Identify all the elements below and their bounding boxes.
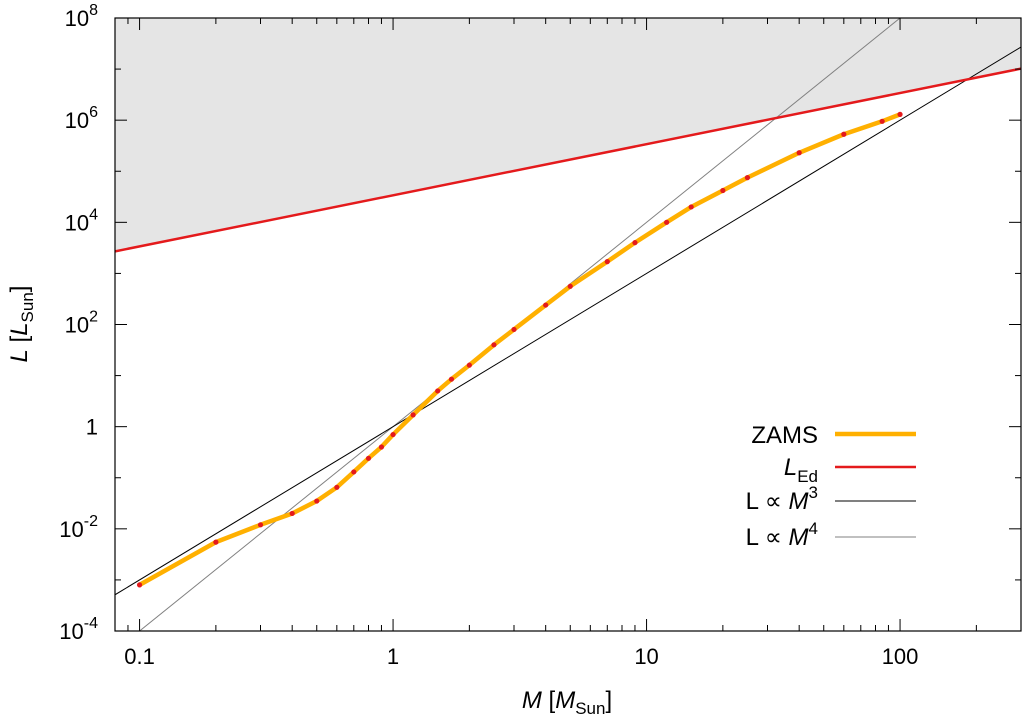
y-tick-label: 10-2 xyxy=(59,513,98,542)
y-tick-label: 1 xyxy=(86,415,98,440)
y-tick-label: 108 xyxy=(65,2,98,31)
zams-point xyxy=(511,326,517,333)
zams-point xyxy=(879,118,885,124)
zams-point xyxy=(314,498,320,504)
zams-markers xyxy=(136,111,903,588)
zams-point xyxy=(744,175,751,181)
zams-point xyxy=(378,444,385,450)
y-axis-title: L [LSun] xyxy=(6,286,37,363)
legend-entry-m3: L ∝ M3 xyxy=(746,483,916,515)
zams-point xyxy=(897,111,903,117)
y-tick-label: 10-4 xyxy=(59,615,98,644)
zams-point xyxy=(466,362,472,368)
x-tick-label: 1 xyxy=(387,644,399,669)
zams-point xyxy=(841,131,847,137)
zams-point xyxy=(365,455,372,461)
zams-point xyxy=(567,283,573,289)
zams-point xyxy=(410,412,416,418)
legend-entry-eddington: LEd xyxy=(784,454,916,486)
zams-point xyxy=(334,484,340,490)
zams-point xyxy=(664,219,670,225)
zams-point xyxy=(390,431,396,438)
y-tick-labels: 10-4 10-2 1 102 104 106 108 xyxy=(59,2,98,644)
x-tick-labels: 0.1 1 10 100 xyxy=(124,644,918,669)
zams-point xyxy=(257,522,264,528)
legend-label-eddington: LEd xyxy=(784,454,818,486)
y-tick-label: 106 xyxy=(65,104,98,133)
zams-point xyxy=(604,259,610,265)
zams-point xyxy=(213,539,219,545)
zams-point xyxy=(448,376,455,382)
x-axis-title: M [MSun] xyxy=(522,687,612,718)
zams-point xyxy=(351,469,357,475)
series-line-eddington xyxy=(115,67,1021,253)
x-tick-label: 100 xyxy=(882,644,919,669)
zams-point xyxy=(796,150,802,156)
plot-area xyxy=(115,18,1021,631)
x-tick-label: 0.1 xyxy=(124,644,155,669)
zams-point xyxy=(632,240,638,246)
series-line-zams xyxy=(137,112,903,588)
zams-point xyxy=(435,388,441,394)
zams-point xyxy=(136,582,143,588)
axis-ticks xyxy=(114,17,1022,632)
legend-label-m4: L ∝ M4 xyxy=(746,519,818,551)
zams-point xyxy=(491,342,497,348)
zams-point xyxy=(289,510,295,517)
legend-label-m3: L ∝ M3 xyxy=(746,483,818,515)
x-tick-label: 10 xyxy=(634,644,658,669)
super-eddington-shaded-region xyxy=(115,18,1021,252)
legend-entry-zams: ZAMS xyxy=(751,422,916,449)
zams-point xyxy=(688,204,694,210)
zams-point xyxy=(720,187,726,194)
legend: ZAMS LEd L ∝ M3 L ∝ M4 xyxy=(746,422,916,551)
y-tick-label: 102 xyxy=(65,309,98,338)
legend-entry-m4: L ∝ M4 xyxy=(746,519,916,551)
y-tick-label: 104 xyxy=(65,206,98,235)
zams-point xyxy=(543,302,549,308)
legend-label-zams: ZAMS xyxy=(751,422,818,449)
series-line-m3 xyxy=(115,46,1021,596)
